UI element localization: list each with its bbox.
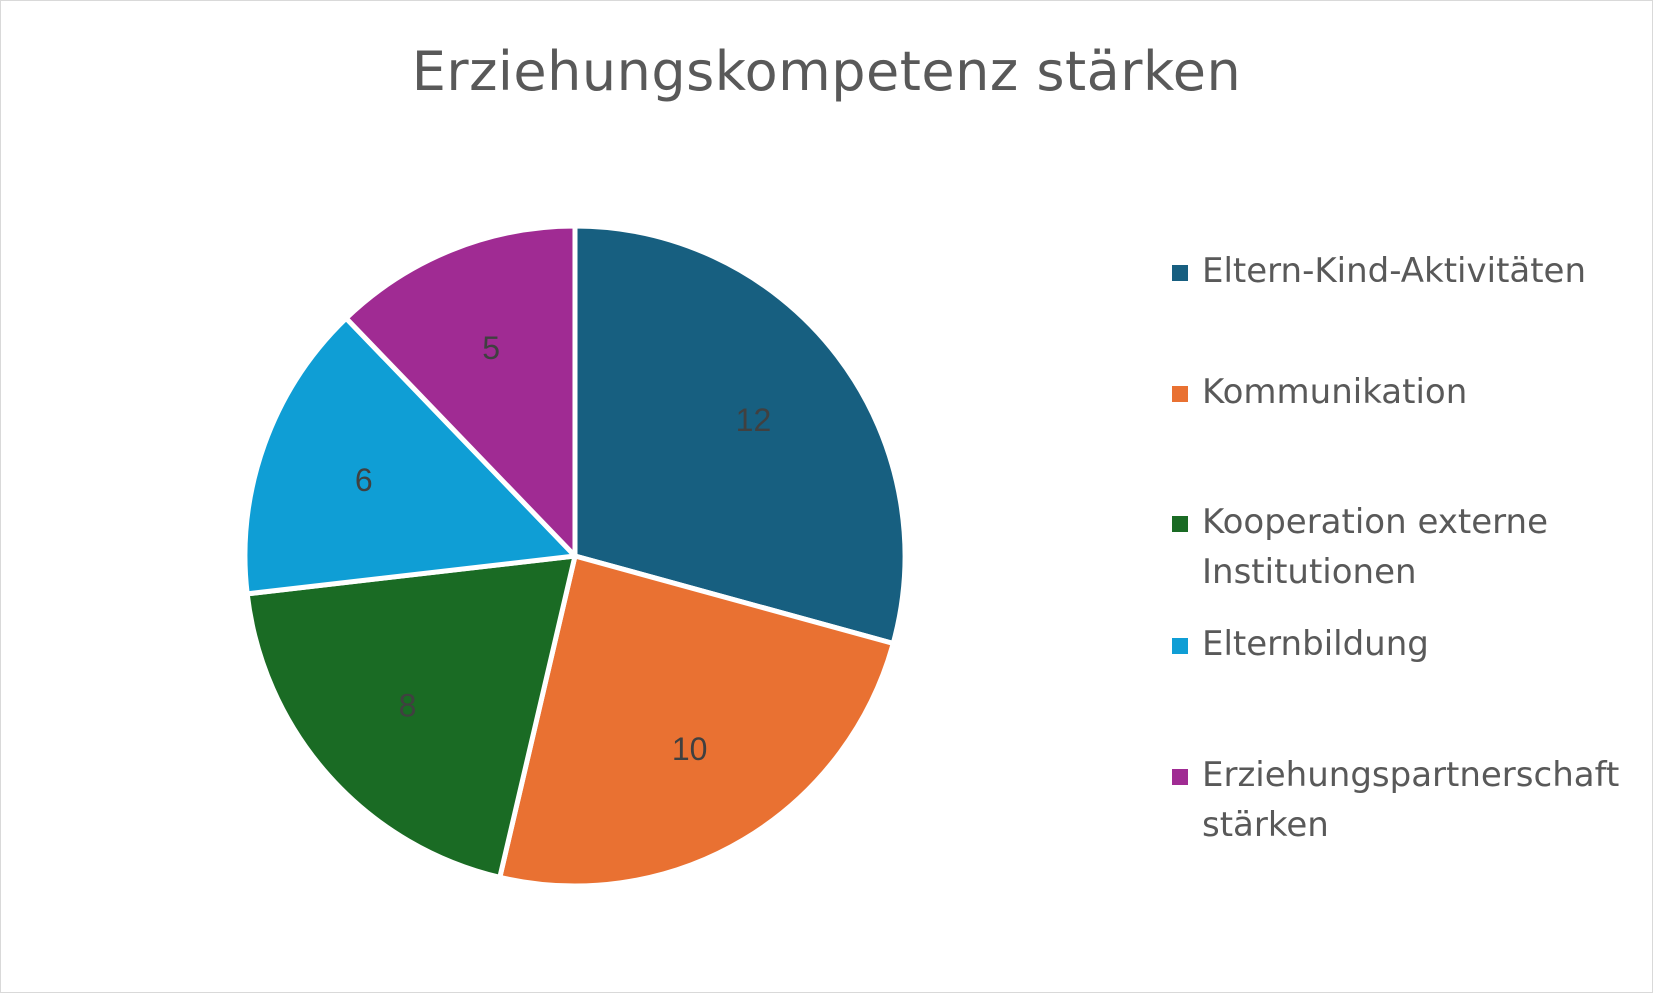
legend: Eltern-Kind-Aktivitäten Kommunikation Ko…: [1172, 0, 1642, 993]
pie-data-label-0: 12: [736, 402, 772, 438]
legend-swatch: [1172, 638, 1188, 654]
pie-data-label-3: 6: [355, 462, 373, 498]
legend-label: Eltern-Kind-Aktivitäten: [1202, 251, 1587, 291]
legend-label: Kommunikation: [1202, 372, 1468, 412]
pie-slices: [242, 223, 908, 889]
legend-swatch: [1172, 386, 1188, 402]
pie-slice-2: [244, 553, 578, 880]
chart-title: Erziehungskompetenz stärken: [411, 40, 1242, 103]
pie-data-label-4: 5: [482, 330, 500, 366]
pie-slice-3: [242, 315, 578, 597]
pie-slice-4: [343, 223, 578, 559]
legend-swatch: [1172, 265, 1188, 281]
pie-slice-0: [572, 223, 908, 646]
legend-label: Erziehungspartnerschaft stärken: [1202, 755, 1620, 845]
pie-data-labels: 12 10 8 6 5: [355, 330, 771, 767]
pie-slice-1: [497, 553, 896, 889]
pie-data-label-1: 10: [672, 731, 708, 767]
legend-label: Elternbildung: [1202, 624, 1429, 664]
legend-swatch: [1172, 769, 1188, 785]
legend-label: Kooperation externe Institutionen: [1202, 502, 1548, 592]
legend-swatch: [1172, 516, 1188, 532]
pie-data-label-2: 8: [399, 687, 417, 723]
